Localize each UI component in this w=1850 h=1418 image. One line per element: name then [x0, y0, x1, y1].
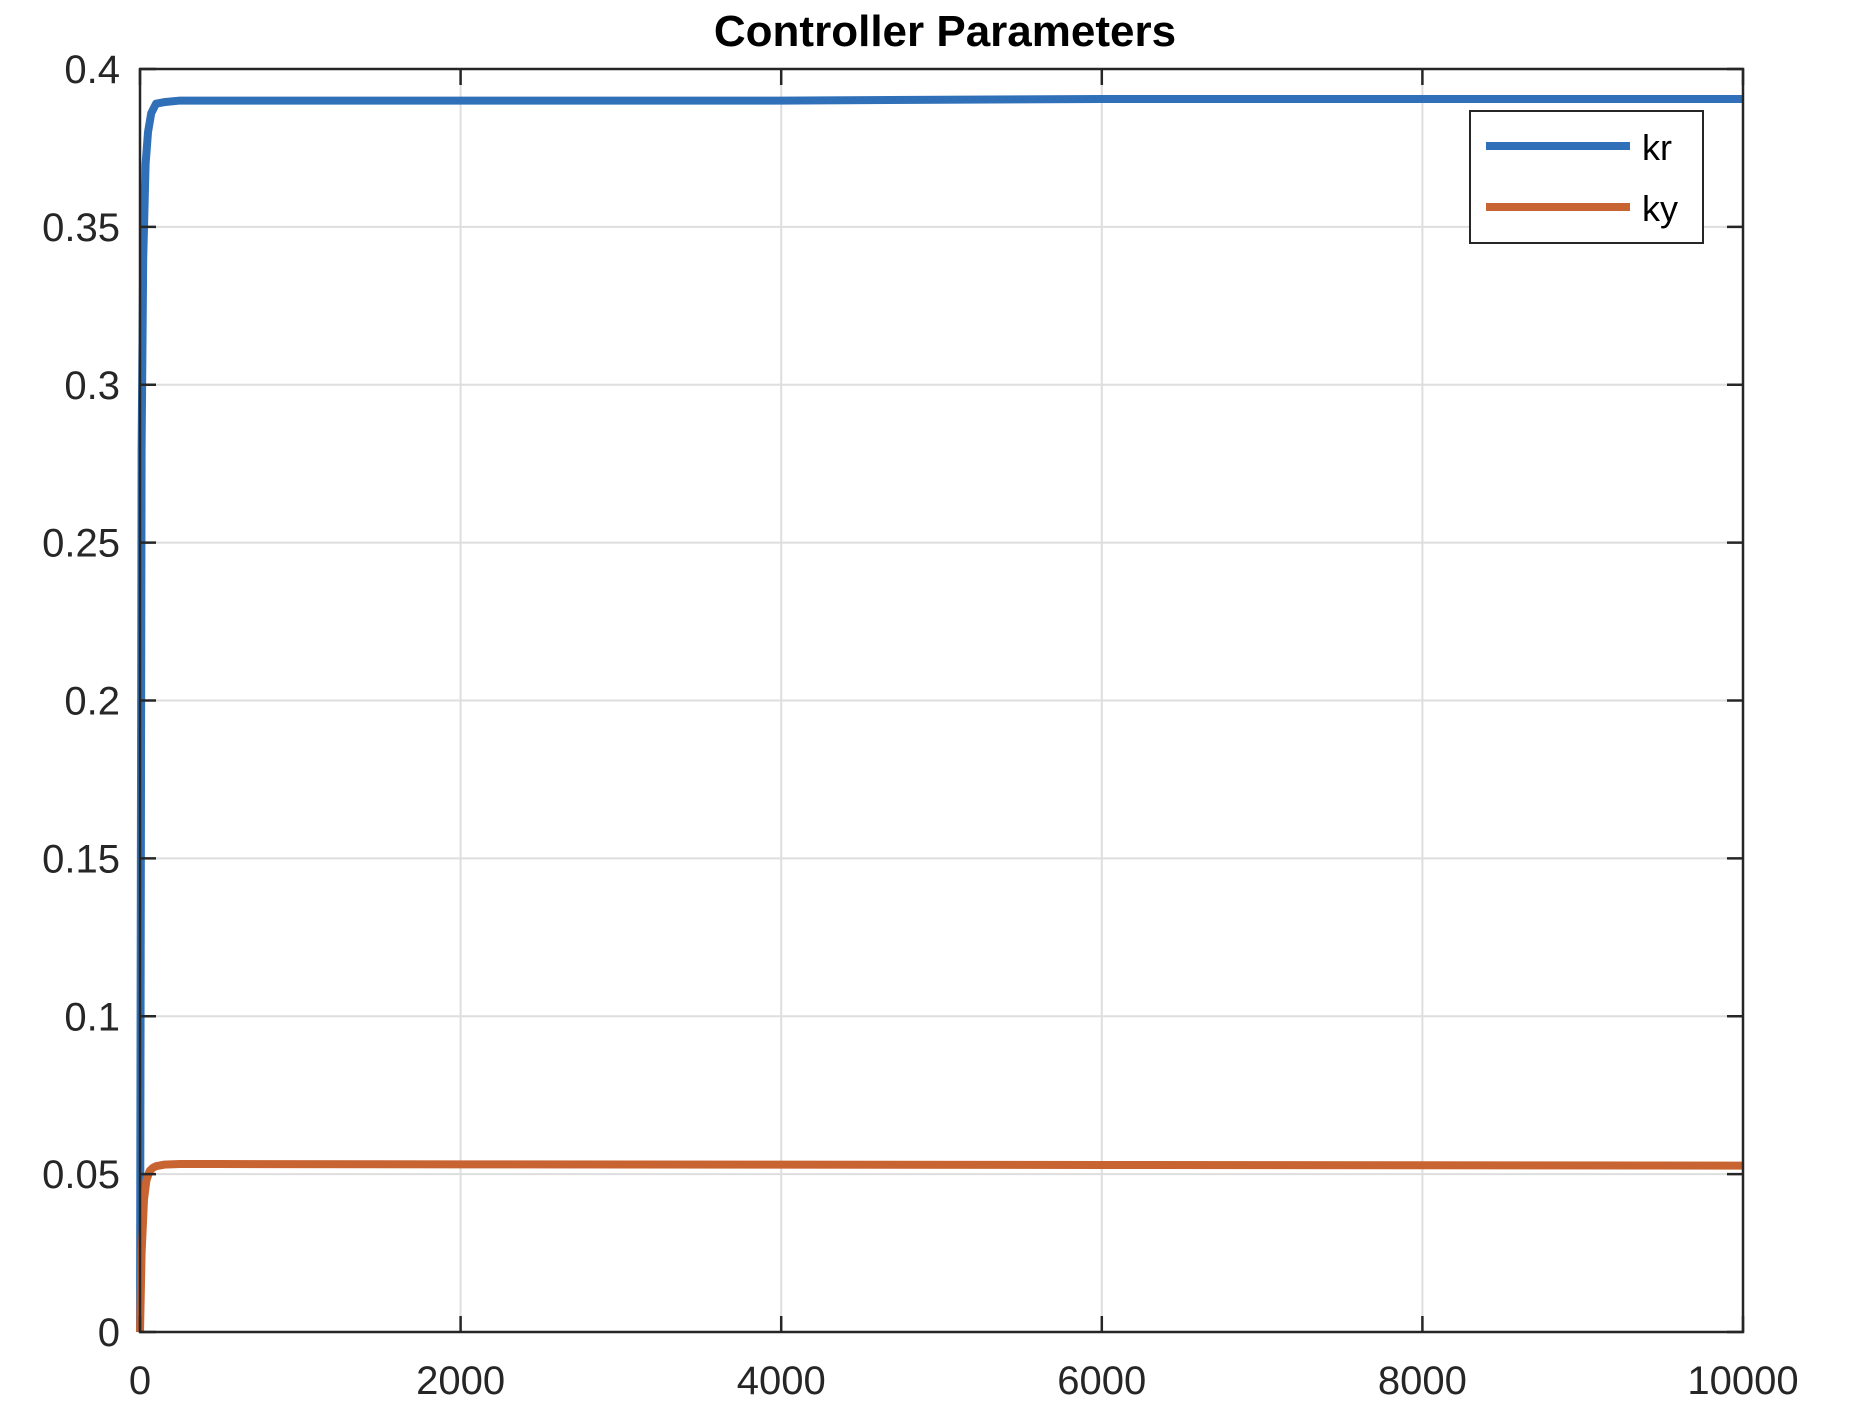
x-tick-label: 10000 — [1687, 1359, 1798, 1403]
y-tick-label: 0.05 — [42, 1153, 120, 1197]
series-lines — [136, 95, 1744, 1333]
legend: kr ky — [1469, 110, 1704, 244]
y-tick-label: 0.3 — [64, 364, 120, 408]
legend-label-kr: kr — [1642, 127, 1672, 168]
y-tick-label: 0.2 — [64, 680, 120, 724]
x-tick-label: 4000 — [737, 1359, 826, 1403]
x-tick-labels: 0 2000 4000 6000 8000 10000 — [129, 1359, 1799, 1403]
legend-box — [1469, 110, 1704, 244]
y-tick-label: 0.15 — [42, 837, 120, 881]
y-tick-label: 0.35 — [42, 206, 120, 250]
y-tick-labels: 0 0.05 0.1 0.15 0.2 0.25 0.3 0.35 0.4 — [42, 48, 120, 1355]
x-tick-label: 0 — [129, 1359, 151, 1403]
axis-ticks — [138, 67, 1745, 1334]
series-line-ky — [136, 1160, 1744, 1333]
x-tick-label: 8000 — [1378, 1359, 1467, 1403]
y-tick-label: 0.4 — [64, 48, 120, 92]
y-tick-label: 0.25 — [42, 522, 120, 566]
x-tick-label: 2000 — [416, 1359, 505, 1403]
x-tick-label: 6000 — [1057, 1359, 1146, 1403]
legend-label-ky: ky — [1642, 188, 1678, 229]
series-line-kr — [136, 95, 1743, 1333]
y-tick-label: 0 — [98, 1311, 120, 1355]
chart-title: Controller Parameters — [714, 7, 1176, 56]
y-tick-label: 0.1 — [64, 995, 120, 1039]
